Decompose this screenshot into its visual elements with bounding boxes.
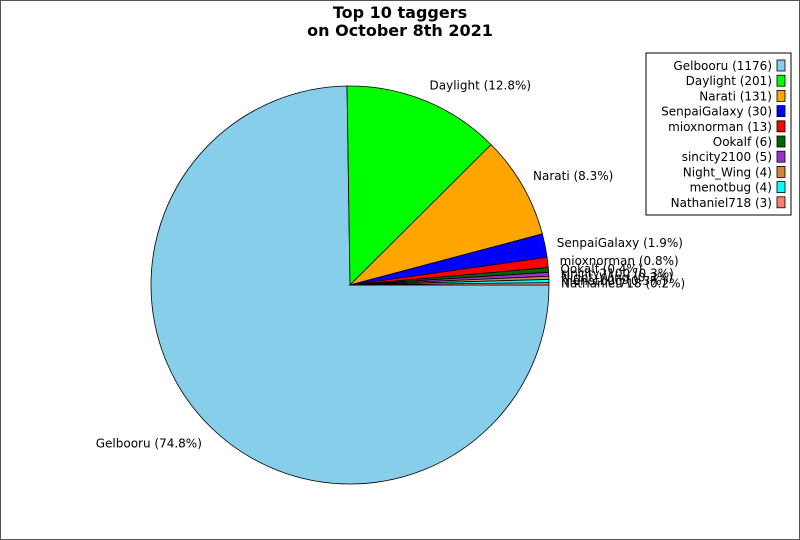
legend-label-senpaigalaxy: SenpaiGalaxy (30) [661,105,772,119]
legend-label-mioxnorman: mioxnorman (13) [668,120,772,134]
legend-swatch-daylight [776,74,786,87]
legend-label-sincity2100: sincity2100 (5) [682,150,772,164]
chart-title-line-1: Top 10 taggers [333,3,467,22]
legend-label-ookalf: Ookalf (6) [713,135,772,149]
chart-title-line-2: on October 8th 2021 [307,21,493,40]
legend-swatch-night-wing [776,165,786,178]
legend-box [645,52,792,216]
legend-label-nathaniel718: Nathaniel718 (3) [671,196,772,210]
slice-daylight [346,85,492,286]
legend-swatch-sincity2100 [776,150,786,163]
slice-label-daylight: Daylight (12.8%) [430,79,532,93]
slice-label-gelbooru: Gelbooru (74.8%) [96,436,202,450]
slice-label-narati: Narati (8.3%) [533,169,613,183]
pie-slice-labels: Gelbooru (74.8%) Daylight (12.8%) Narati (… [96,79,685,451]
legend-swatch-mioxnorman [776,120,786,133]
slice-label-mioxnorman: mioxnorman (0.8%) [560,254,679,268]
legend-swatch-gelbooru [776,59,786,72]
pie-slices [150,85,550,485]
slice-nathaniel718 [349,282,550,286]
slice-label-sincity2100: sincity2100 (0.3%) [561,267,674,281]
slice-label-senpaigalaxy: SenpaiGalaxy (1.9%) [557,236,683,250]
legend: Gelbooru (1176)Daylight (201)Narati (131… [645,52,792,216]
slice-label-nathaniel718: Nathaniel718 (0.2%) [561,277,685,291]
slice-label-night-wing: Night_Wing (0.3%) [561,270,673,284]
legend-label-menotbug: menotbug (4) [690,181,772,195]
slice-narati [348,144,543,286]
legend-swatch-ookalf [776,135,786,148]
slice-label-ookalf: Ookalf (0.4%) [560,262,642,276]
slice-label-menotbug: menotbug (0.3%) [561,274,666,288]
legend-label-narati: Narati (131) [699,89,772,103]
legend-swatch-nathaniel718 [776,196,786,209]
legend-swatch-narati [776,90,786,102]
legend-label-daylight: Daylight (201) [686,74,772,88]
legend-swatch-menotbug [776,181,786,194]
legend-swatch-senpaigalaxy [776,105,786,117]
legend-label-night-wing: Night_Wing (4) [683,165,772,179]
legend-label-gelbooru: Gelbooru (1176) [673,59,772,73]
